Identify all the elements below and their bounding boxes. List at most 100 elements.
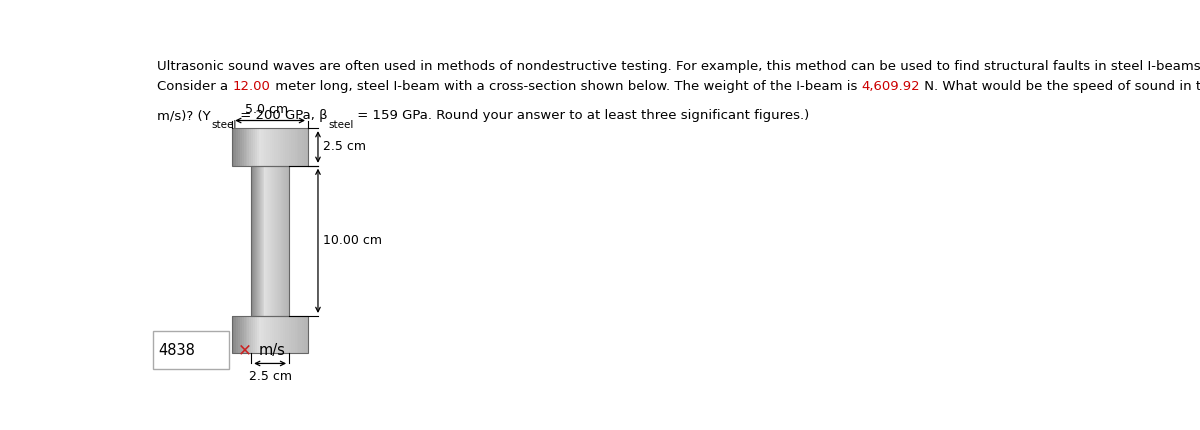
Bar <box>287 128 289 166</box>
Bar <box>244 316 246 353</box>
Bar <box>244 128 246 166</box>
Bar <box>269 128 270 166</box>
Bar <box>286 316 287 353</box>
Bar <box>276 128 278 166</box>
Bar <box>251 316 253 353</box>
Bar <box>257 316 259 353</box>
Bar <box>264 316 266 353</box>
Bar <box>250 128 251 166</box>
Bar <box>296 128 299 166</box>
Bar <box>272 316 274 353</box>
Bar <box>300 316 302 353</box>
Text: steel: steel <box>328 120 354 130</box>
Bar <box>306 128 308 166</box>
Bar <box>302 128 305 166</box>
Bar <box>259 316 260 353</box>
Text: = 159 GPa. Round your answer to at least three significant figures.): = 159 GPa. Round your answer to at least… <box>354 110 810 123</box>
Text: 4838: 4838 <box>158 343 196 358</box>
Text: 12.00: 12.00 <box>233 80 271 93</box>
Text: N. What would be the speed of sound in the I-beam (in: N. What would be the speed of sound in t… <box>920 80 1200 93</box>
Bar <box>233 128 234 166</box>
Bar <box>300 128 302 166</box>
Bar <box>251 166 289 316</box>
Bar <box>240 128 242 166</box>
Bar <box>272 128 274 166</box>
Bar <box>250 316 251 353</box>
Bar <box>270 128 272 166</box>
Bar <box>274 316 276 353</box>
Bar <box>253 316 256 353</box>
Bar <box>290 128 293 166</box>
Bar <box>277 316 280 353</box>
Text: 2.5 cm: 2.5 cm <box>323 141 366 154</box>
Bar <box>306 316 308 353</box>
Bar <box>289 316 292 353</box>
Bar <box>253 128 256 166</box>
Bar <box>304 128 306 166</box>
Bar <box>283 316 286 353</box>
Bar <box>260 316 263 353</box>
Bar <box>264 128 266 166</box>
Bar <box>260 128 263 166</box>
Bar <box>295 316 296 353</box>
Bar <box>269 316 270 353</box>
Bar <box>259 128 260 166</box>
Bar <box>257 128 259 166</box>
Bar <box>304 316 306 353</box>
Bar <box>256 128 257 166</box>
Text: = 200 GPa, β: = 200 GPa, β <box>236 110 328 123</box>
Bar <box>241 316 244 353</box>
Bar <box>286 128 287 166</box>
Bar <box>266 128 269 166</box>
Bar <box>238 316 240 353</box>
Bar <box>302 316 305 353</box>
Text: 10.00 cm: 10.00 cm <box>323 234 382 247</box>
Bar <box>234 316 236 353</box>
Bar <box>256 316 257 353</box>
Bar <box>280 316 282 353</box>
Bar <box>240 316 242 353</box>
Bar <box>263 316 265 353</box>
Bar <box>236 128 238 166</box>
Bar <box>280 128 282 166</box>
Bar <box>296 316 299 353</box>
Bar <box>263 128 265 166</box>
Text: steel: steel <box>211 120 236 130</box>
Bar <box>290 316 293 353</box>
Bar <box>246 128 247 166</box>
Bar <box>289 128 292 166</box>
Bar <box>247 128 250 166</box>
Bar <box>236 316 238 353</box>
Bar <box>233 316 234 353</box>
Text: 2.5 cm: 2.5 cm <box>248 370 292 384</box>
Text: meter long, steel I-beam with a cross-section shown below. The weight of the I-b: meter long, steel I-beam with a cross-se… <box>271 80 862 93</box>
Bar <box>233 316 308 353</box>
Bar <box>247 316 250 353</box>
Text: m/s: m/s <box>259 343 286 358</box>
Bar <box>234 128 236 166</box>
Bar <box>270 316 272 353</box>
Text: ✕: ✕ <box>239 341 252 359</box>
Text: Consider a: Consider a <box>157 80 233 93</box>
Bar <box>274 128 276 166</box>
Bar <box>251 128 253 166</box>
Bar <box>295 128 296 166</box>
Bar <box>241 128 244 166</box>
Bar <box>299 128 300 166</box>
Text: 5.0 cm: 5.0 cm <box>245 103 288 116</box>
Bar <box>238 128 240 166</box>
Bar <box>276 316 278 353</box>
Bar <box>246 316 247 353</box>
Bar <box>282 128 283 166</box>
Bar <box>293 316 295 353</box>
Bar <box>283 128 286 166</box>
Text: m/s)? (Y: m/s)? (Y <box>157 110 211 123</box>
Bar <box>287 316 289 353</box>
Bar <box>299 316 300 353</box>
Bar <box>277 128 280 166</box>
FancyBboxPatch shape <box>152 332 229 369</box>
Text: Ultrasonic sound waves are often used in methods of nondestructive testing. For : Ultrasonic sound waves are often used in… <box>157 60 1200 73</box>
Bar <box>293 128 295 166</box>
Text: 4,609.92: 4,609.92 <box>862 80 920 93</box>
Bar <box>282 316 283 353</box>
